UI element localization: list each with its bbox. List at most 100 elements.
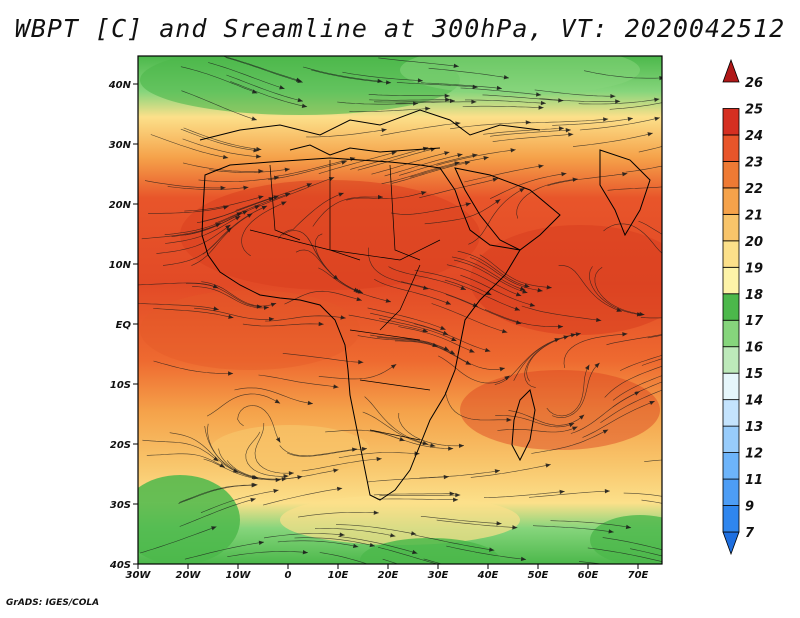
streamline-arrowhead bbox=[220, 185, 226, 191]
streamline bbox=[377, 336, 456, 355]
streamline-arrowhead bbox=[258, 169, 264, 174]
streamline bbox=[297, 512, 379, 518]
streamline-arrowhead bbox=[594, 362, 600, 368]
mediterranean-coast bbox=[289, 144, 441, 156]
colorbar-swatch bbox=[722, 134, 740, 162]
lon-tick-label: 10W bbox=[226, 570, 252, 581]
streamline-arrowhead bbox=[451, 566, 457, 571]
streamline-arrowhead bbox=[336, 486, 343, 492]
lat-tick-label: 30N bbox=[109, 140, 132, 151]
lat-tick-label: 40N bbox=[108, 80, 132, 91]
streamline-arrowhead bbox=[251, 116, 257, 121]
streamline bbox=[563, 333, 628, 369]
streamline-arrowhead bbox=[565, 128, 571, 133]
streamline-arrowhead bbox=[422, 328, 428, 333]
streamline bbox=[169, 432, 239, 473]
green-patch-northeast bbox=[400, 56, 640, 95]
colorbar-label: 17 bbox=[745, 314, 764, 329]
streamline-arrowhead bbox=[454, 161, 460, 166]
streamline-arrowhead bbox=[256, 304, 262, 309]
streamline-arrowhead bbox=[681, 365, 687, 371]
streamline-arrowhead bbox=[622, 332, 628, 337]
streamline bbox=[414, 323, 491, 352]
streamline bbox=[489, 173, 567, 199]
streamline bbox=[620, 355, 662, 371]
latitude-axis: 40N 30N 20N 10N EQ 10S 20S 30S 40S bbox=[108, 80, 138, 571]
streamline bbox=[609, 102, 662, 110]
streamline bbox=[398, 326, 475, 353]
streamline-arrowhead bbox=[445, 97, 451, 102]
streamline bbox=[378, 57, 459, 67]
lon-tick-label: 20W bbox=[176, 570, 202, 581]
streamline bbox=[370, 312, 449, 335]
streamline bbox=[209, 168, 290, 173]
streamline bbox=[384, 153, 463, 177]
colorbar-max-triangle bbox=[722, 58, 740, 83]
streamline bbox=[462, 105, 544, 108]
streamline bbox=[335, 524, 417, 535]
streamline-arrowhead bbox=[410, 531, 417, 536]
streamline-arrowhead bbox=[449, 491, 455, 496]
streamline-arrowhead bbox=[258, 195, 264, 200]
streamline bbox=[164, 212, 243, 235]
lon-tick-label: 20E bbox=[378, 570, 399, 581]
streamline-arrowhead bbox=[464, 160, 471, 166]
streamline bbox=[579, 117, 660, 131]
streamline bbox=[284, 290, 362, 305]
streamline-arrowhead bbox=[251, 483, 257, 488]
streamline-arrowhead bbox=[504, 375, 510, 381]
streamline-arrowhead bbox=[455, 579, 461, 584]
streamline-arrowhead bbox=[242, 210, 248, 215]
streamline-arrowhead bbox=[519, 286, 526, 291]
streamline bbox=[423, 558, 443, 564]
streamline-arrowhead bbox=[243, 185, 249, 190]
streamline-arrowhead bbox=[273, 195, 279, 200]
streamline bbox=[282, 230, 339, 281]
streamline-arrowhead bbox=[714, 341, 720, 346]
streamline bbox=[138, 282, 219, 289]
streamline-arrowhead bbox=[558, 324, 564, 329]
streamline bbox=[150, 134, 229, 159]
streamline-arrowhead bbox=[602, 429, 609, 434]
streamline bbox=[167, 186, 249, 190]
streamline-arrowhead bbox=[432, 342, 438, 347]
streamline-arrowhead bbox=[495, 199, 501, 205]
streamline-arrowhead bbox=[283, 474, 289, 479]
streamline-arrowhead bbox=[654, 116, 660, 121]
streamline bbox=[191, 213, 253, 266]
lon-tick-label: 70E bbox=[628, 570, 649, 581]
streamline-arrowhead bbox=[711, 126, 717, 132]
streamline bbox=[225, 57, 303, 83]
streamline-arrowhead bbox=[226, 227, 232, 233]
streamline-arrowhead bbox=[514, 306, 520, 311]
streamline bbox=[241, 201, 287, 257]
streamline bbox=[647, 335, 662, 339]
streamline-arrowhead bbox=[568, 132, 574, 137]
streamline-arrowhead bbox=[465, 202, 471, 207]
streamline-arrows bbox=[211, 63, 720, 584]
streamline bbox=[445, 294, 522, 324]
streamline-arrowhead bbox=[333, 274, 339, 280]
streamline-arrowhead bbox=[664, 254, 671, 260]
streamline-arrowhead bbox=[399, 437, 405, 442]
streamline-arrowhead bbox=[256, 146, 262, 152]
streamline-arrowhead bbox=[297, 78, 303, 84]
streamline bbox=[516, 178, 578, 219]
streamline-arrowhead bbox=[483, 156, 489, 161]
streamline-arrowhead bbox=[361, 446, 367, 452]
lon-tick-label: 30W bbox=[126, 570, 152, 581]
colorbar-label: 24 bbox=[745, 129, 763, 144]
streamline bbox=[156, 224, 231, 254]
colorbar-label: 11 bbox=[745, 473, 763, 488]
streamline bbox=[395, 101, 477, 104]
streamline bbox=[183, 162, 264, 172]
streamline-arrowhead bbox=[391, 151, 397, 156]
streamline bbox=[338, 452, 420, 458]
colorbar-swatch bbox=[722, 161, 740, 189]
streamline bbox=[342, 71, 423, 82]
streamline bbox=[396, 82, 478, 88]
streamline bbox=[234, 387, 313, 404]
streamline-arrowhead bbox=[458, 443, 464, 448]
lat-tick-label: 30S bbox=[110, 500, 131, 511]
streamline bbox=[226, 460, 303, 480]
